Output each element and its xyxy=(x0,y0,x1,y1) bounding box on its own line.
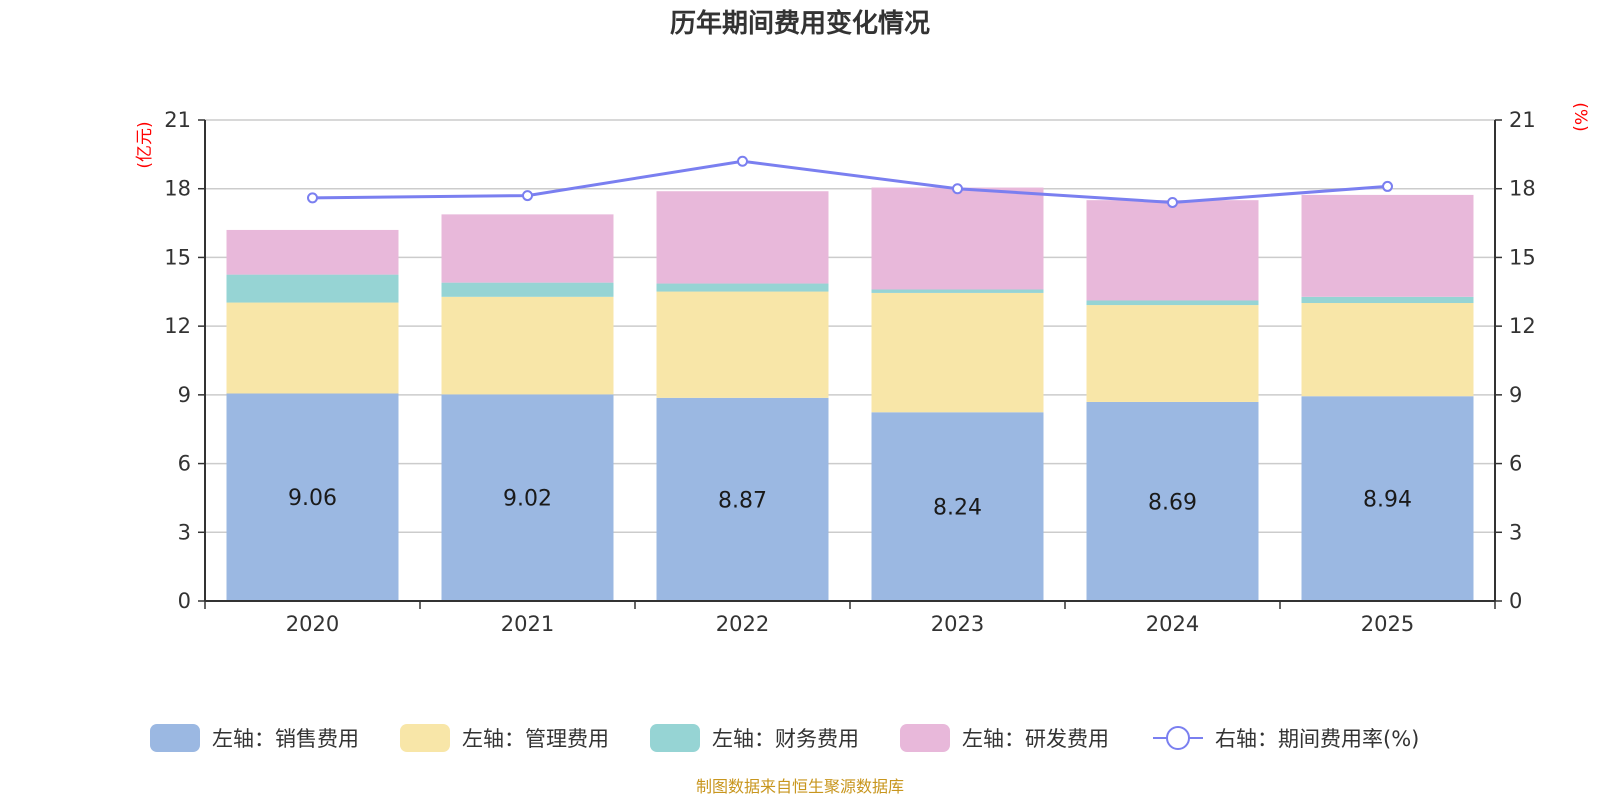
rate-point xyxy=(307,192,318,204)
x-tick-label: 2024 xyxy=(1146,612,1199,636)
x-tick-label: 2020 xyxy=(286,612,339,636)
bar-segment xyxy=(441,282,614,297)
legend-label: 左轴：管理费用 xyxy=(462,727,609,751)
source-note: 制图数据来自恒生聚源数据库 xyxy=(696,777,904,796)
rate-point xyxy=(1167,196,1178,208)
legend-label: 左轴：销售费用 xyxy=(212,727,359,751)
legend: 左轴：销售费用 左轴：管理费用 左轴：财务费用 左轴：研发费用 右轴：期间费用率(%) xyxy=(150,724,1419,752)
bar-segment xyxy=(871,292,1044,413)
legend-swatch xyxy=(900,724,950,752)
legend-swatch xyxy=(400,724,450,752)
rate-point xyxy=(737,155,748,167)
bar-segment xyxy=(226,274,399,303)
right-tick-label: 3 xyxy=(1509,520,1522,544)
bar-segment xyxy=(1086,300,1259,306)
legend-label: 左轴：财务费用 xyxy=(712,727,859,751)
right-axis-unit-label: (%) xyxy=(1570,102,1590,131)
right-tick-label: 6 xyxy=(1509,452,1522,476)
left-tick-label: 12 xyxy=(164,314,191,338)
rate-point xyxy=(1382,180,1393,192)
right-tick-label: 0 xyxy=(1509,589,1522,613)
right-tick-label: 18 xyxy=(1509,177,1536,201)
rate-line-path xyxy=(312,159,1388,204)
bar-segment xyxy=(1301,396,1474,601)
bar-segment xyxy=(871,289,1044,293)
bar-segment xyxy=(656,191,829,284)
bar-segment xyxy=(871,187,1044,290)
right-tick-label: 21 xyxy=(1509,108,1536,132)
left-tick-label: 9 xyxy=(178,383,191,407)
chart-title: 历年期间费用变化情况 xyxy=(670,8,930,39)
bar-data-labels: 9.06 9.02 8.87 8.24 8.69 8.94 xyxy=(288,486,1412,520)
bar-segment xyxy=(1086,200,1259,301)
bar-value-label: 8.24 xyxy=(933,496,982,521)
right-tick-label: 15 xyxy=(1509,245,1536,269)
bar-value-label: 8.94 xyxy=(1363,488,1412,513)
left-tick-label: 18 xyxy=(164,177,191,201)
bar-segment xyxy=(441,214,614,283)
rate-line xyxy=(307,155,1393,208)
bar-segment xyxy=(226,229,399,275)
left-tick-label: 21 xyxy=(164,108,191,132)
left-axis-unit-label: (亿元) xyxy=(135,121,155,168)
x-tick-label: 2025 xyxy=(1361,612,1414,636)
bar-segment xyxy=(441,296,614,395)
bar-segment xyxy=(656,397,829,601)
bar-segment xyxy=(441,394,614,601)
bars xyxy=(226,187,1474,601)
bar-segment xyxy=(871,412,1044,601)
bar-segment xyxy=(1086,305,1259,402)
x-tick-label: 2021 xyxy=(501,612,554,636)
legend-label: 右轴：期间费用率(%) xyxy=(1215,727,1419,751)
bar-segment xyxy=(1301,296,1474,304)
grid-lines xyxy=(205,119,1495,534)
bar-segment xyxy=(1301,303,1474,397)
rate-point xyxy=(952,183,963,195)
bar-value-label: 8.69 xyxy=(1148,490,1197,515)
x-tick-label: 2022 xyxy=(716,612,769,636)
bar-segment xyxy=(226,302,399,394)
left-tick-label: 3 xyxy=(178,520,191,544)
bar-segment xyxy=(656,283,829,292)
right-tick-label: 12 xyxy=(1509,314,1536,338)
left-tick-label: 15 xyxy=(164,245,191,269)
bar-value-label: 9.06 xyxy=(288,486,337,511)
tick-labels: 0 3 6 9 12 15 18 21 0 3 6 9 12 15 18 21 2020 2021 2022 2023… xyxy=(164,108,1535,636)
bar-segment xyxy=(656,291,829,398)
right-tick-label: 9 xyxy=(1509,383,1522,407)
rate-point xyxy=(522,190,533,202)
left-tick-label: 6 xyxy=(178,452,191,476)
legend-label: 左轴：研发费用 xyxy=(962,727,1109,751)
bar-segment xyxy=(226,393,399,601)
bar-segment xyxy=(1086,401,1259,601)
x-tick-label: 2023 xyxy=(931,612,984,636)
legend-circle-swatch xyxy=(1166,726,1190,750)
left-tick-label: 0 xyxy=(178,589,191,613)
bar-value-label: 9.02 xyxy=(503,487,552,512)
bar-value-label: 8.87 xyxy=(718,488,767,513)
legend-swatch xyxy=(650,724,700,752)
bar-segment xyxy=(1301,194,1474,297)
legend-swatch xyxy=(150,724,200,752)
